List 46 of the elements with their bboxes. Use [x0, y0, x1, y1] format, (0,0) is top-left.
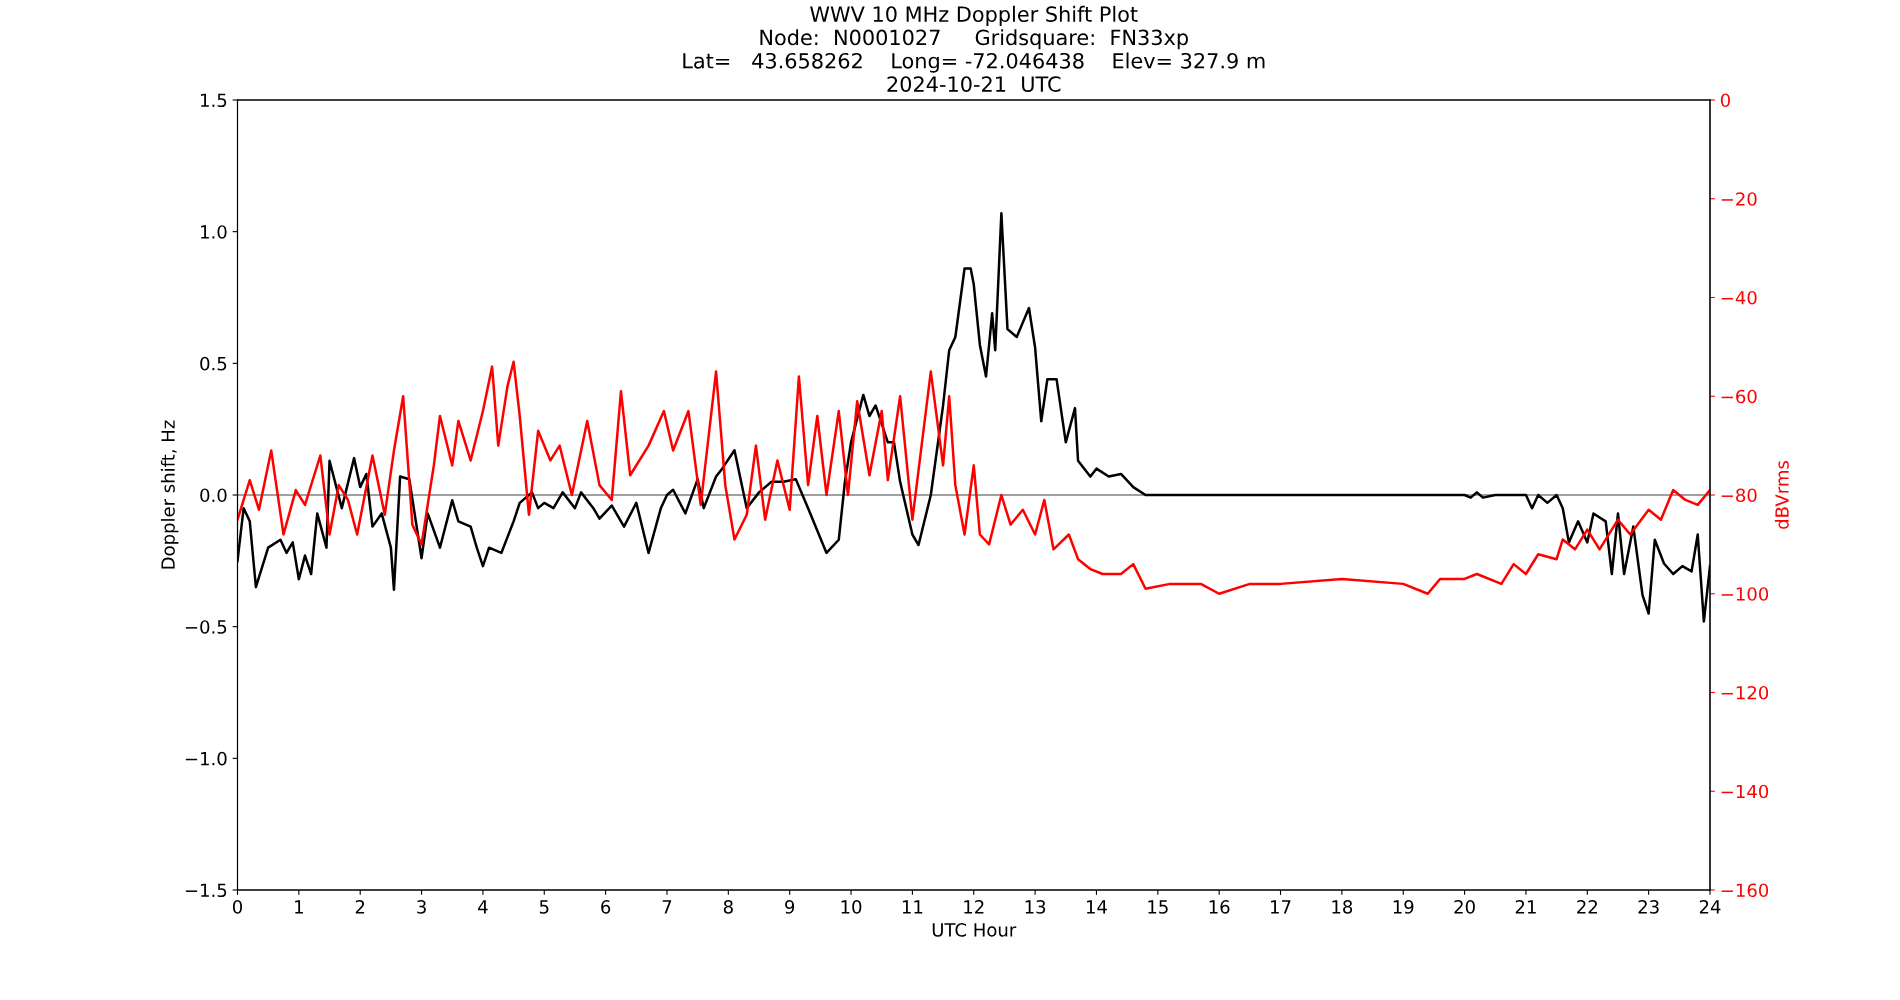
y-axis-title: Doppler shift, Hz	[160, 420, 179, 569]
x-tick-label: 7	[662, 900, 672, 914]
y2-tick-label: −120	[1721, 685, 1769, 700]
y-tick-label: −0.5	[185, 620, 227, 634]
y-tick-label: 0.0	[200, 488, 227, 503]
x-tick-label: 4	[478, 900, 488, 914]
y2-axis-title: dBVrms	[1774, 461, 1789, 529]
x-tick-label: 12	[964, 900, 984, 914]
x-tick-label: 13	[1025, 900, 1046, 914]
x-tick-label: 6	[601, 900, 611, 914]
x-tick-label: 16	[1209, 900, 1230, 914]
x-tick-label: 3	[417, 900, 426, 914]
y-tick-label: 1.0	[201, 225, 227, 239]
y-tick-label: −1.0	[185, 751, 227, 766]
y-tick-label: 0.5	[200, 356, 227, 371]
y2-tick-label: −20	[1721, 192, 1757, 206]
x-tick-label: 5	[539, 900, 549, 914]
x-tick-label: 1	[295, 900, 303, 914]
y2-tick-label: −60	[1721, 389, 1757, 404]
y-tick-label: −1.5	[185, 883, 227, 898]
x-tick-label: 10	[841, 900, 862, 914]
chart-title: WWV 10 MHz Doppler Shift Plot Node: N0001027 Gridsquare: FN33xp Lat= 43.658262 Long= -72.046438 Elev= 327.9 m 2024-10-21 UTC	[683, 5, 1265, 92]
y2-tick-label: −160	[1721, 883, 1769, 898]
x-tick-label: 23	[1638, 900, 1659, 914]
x-tick-label: 20	[1454, 900, 1475, 914]
x-tick-label: 22	[1577, 900, 1597, 914]
x-axis-title: UTC Hour	[932, 923, 1017, 937]
y2-tick-label: 0	[1720, 93, 1731, 108]
x-tick-label: 11	[902, 900, 923, 914]
y2-tick-label: −140	[1721, 784, 1769, 799]
x-tick-label: 19	[1393, 900, 1414, 914]
y2-tick-label: −80	[1721, 488, 1757, 503]
x-tick-label: 15	[1148, 900, 1168, 914]
x-tick-label: 24	[1699, 900, 1721, 914]
x-tick-label: 21	[1515, 900, 1536, 914]
y-tick-label: 1.5	[201, 93, 227, 108]
x-tick-label: 8	[723, 900, 733, 914]
x-tick-label: 14	[1086, 900, 1107, 914]
x-tick-label: 18	[1332, 900, 1353, 914]
x-tick-label: 0	[232, 900, 243, 914]
y2-tick-label: −100	[1721, 587, 1769, 601]
line-series	[237, 360, 1710, 595]
y2-tick-label: −40	[1721, 290, 1757, 305]
x-tick-label: 9	[785, 900, 795, 914]
x-tick-label: 2	[355, 900, 365, 914]
x-tick-label: 17	[1271, 900, 1291, 914]
